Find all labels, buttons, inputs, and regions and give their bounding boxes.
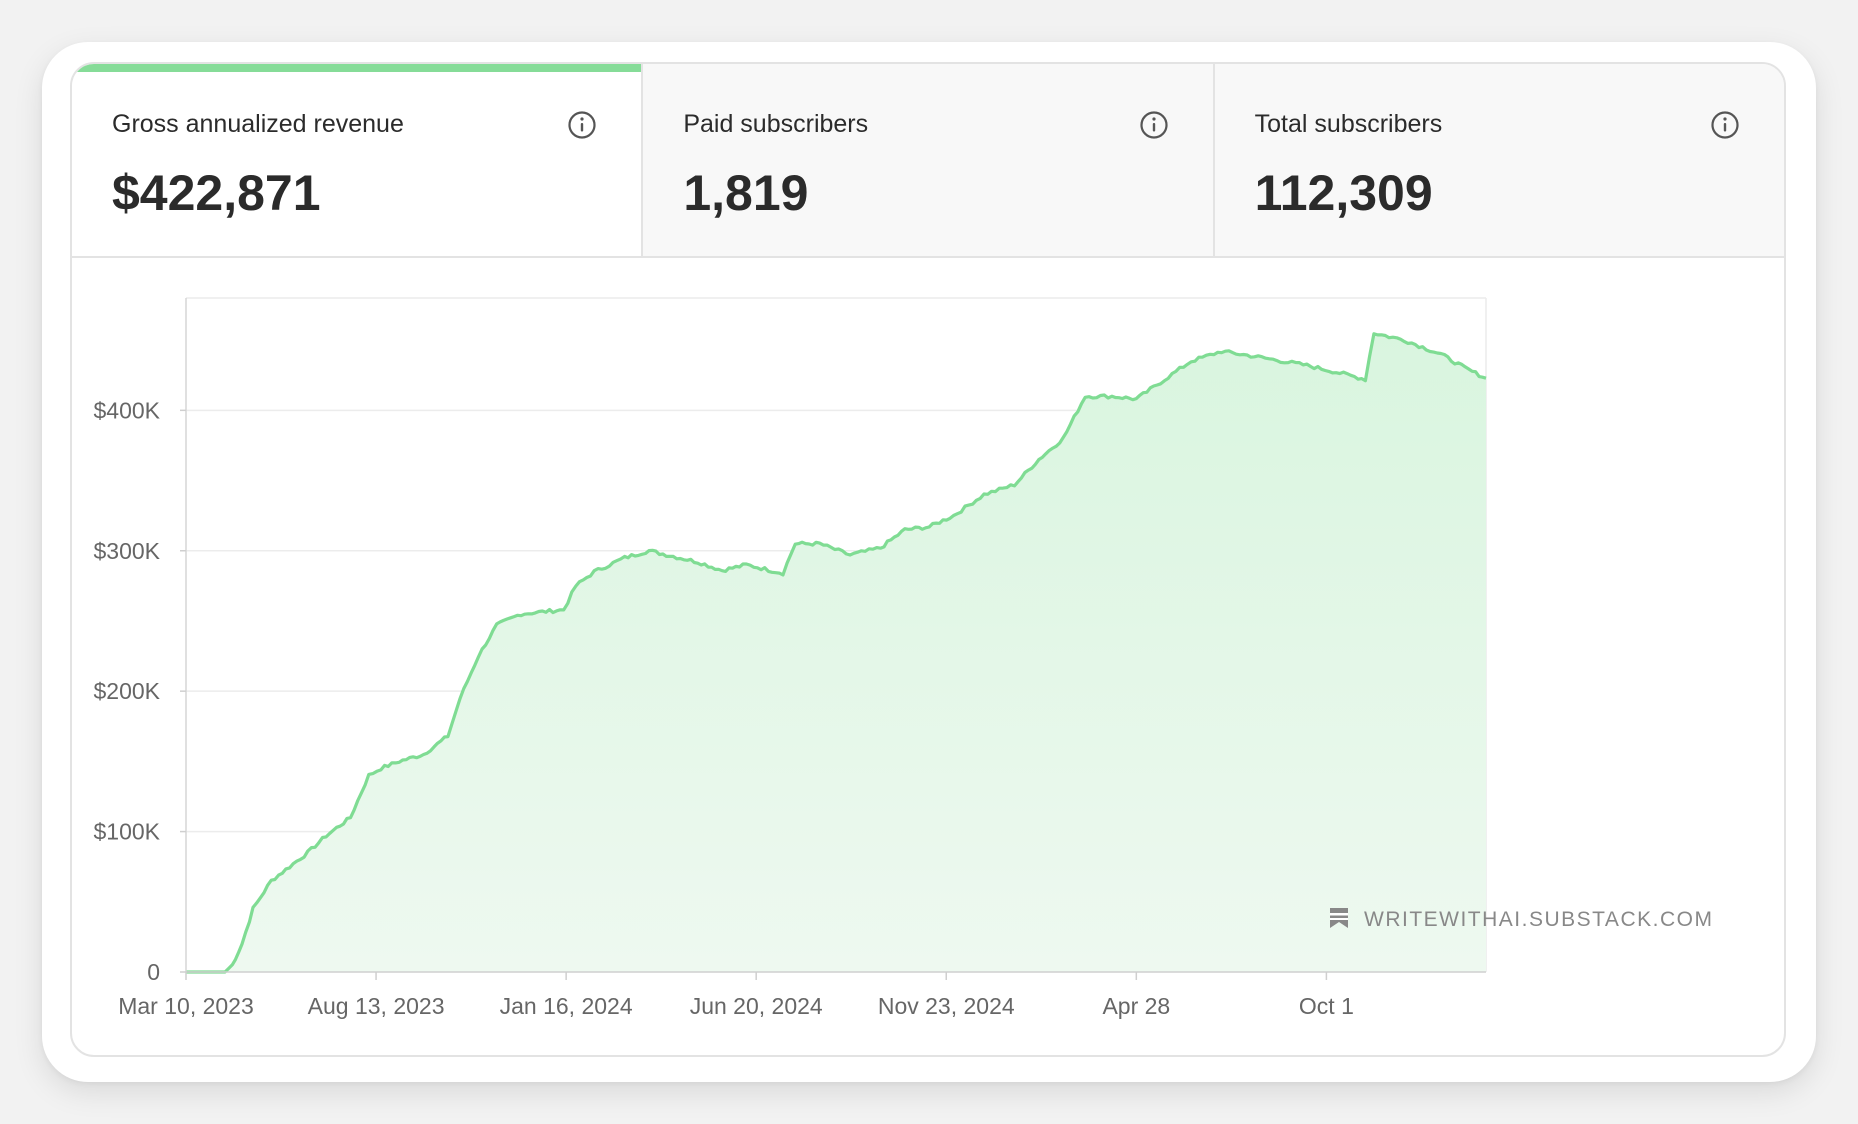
info-icon[interactable]: [567, 110, 597, 140]
tab-value: $422,871: [112, 165, 321, 221]
tab-label: Paid subscribers: [683, 110, 869, 138]
y-tick-label: $100K: [93, 819, 160, 845]
info-icon[interactable]: [1710, 110, 1740, 140]
x-tick-label: Jan 16, 2024: [500, 993, 633, 1019]
x-tick-label: Nov 23, 2024: [878, 993, 1015, 1019]
tab-paid-subscribers[interactable]: Paid subscribers 1,819: [641, 64, 1213, 256]
x-tick-label: Jun 20, 2024: [690, 993, 823, 1019]
x-tick-label: Aug 13, 2023: [308, 993, 445, 1019]
x-tick-labels: Mar 10, 2023 Aug 13, 2023 Jan 16, 2024 Jun …: [118, 993, 1354, 1019]
area-layer: [186, 332, 1487, 974]
x-tick-label: Mar 10, 2023: [118, 993, 254, 1019]
watermark: WRITEWITHAI.SUBSTACK.COM: [1330, 908, 1713, 931]
y-tick-label: $300K: [93, 538, 160, 564]
tab-gross-annualized-revenue[interactable]: Gross annualized revenue $422,871: [72, 64, 642, 256]
y-tick-label: 0: [147, 959, 160, 985]
watermark-text: WRITEWITHAI.SUBSTACK.COM: [1364, 908, 1713, 931]
x-tick-label: Apr 28: [1102, 993, 1170, 1019]
tab-value: 112,309: [1254, 165, 1433, 221]
revenue-series-line: [186, 332, 1487, 974]
tab-label: Gross annualized revenue: [112, 110, 404, 138]
y-tick-label: $400K: [93, 397, 160, 423]
tab-label: Total subscribers: [1254, 110, 1443, 138]
x-tick-label: Oct 1: [1299, 993, 1354, 1019]
info-icon[interactable]: [1139, 110, 1169, 140]
metric-tabs: Gross annualized revenue $422,871 Paid s…: [72, 64, 1784, 258]
bookmark-icon: [1330, 908, 1348, 928]
y-tick-labels: 0 $100K $200K $300K $400K: [93, 397, 160, 985]
revenue-chart: 0 $100K $200K $300K $400K Mar 10, 2023 Aug 13…: [93, 297, 1713, 1019]
y-tick-label: $200K: [93, 678, 160, 704]
dashboard-card: Gross annualized revenue $422,871 Paid s…: [70, 62, 1786, 1057]
axes: [180, 298, 1486, 980]
revenue-area-fill: [186, 333, 1486, 972]
tab-value: 1,819: [683, 165, 809, 221]
tab-total-subscribers[interactable]: Total subscribers 112,309: [1212, 64, 1784, 256]
